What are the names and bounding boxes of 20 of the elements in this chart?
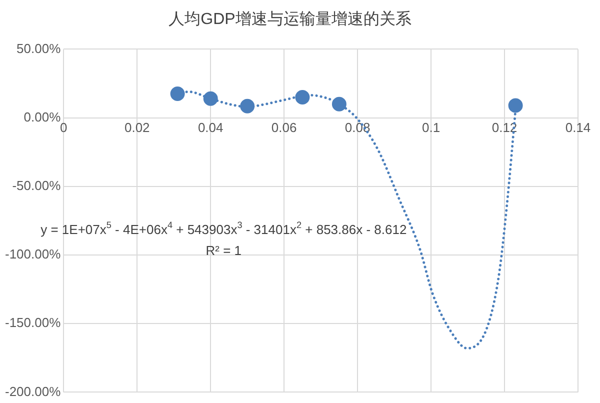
y-tick-label: 50.00% [16,40,62,56]
chart-title: 人均GDP增速与运输量增速的关系 [168,10,412,28]
x-tick-label: 0.02 [124,120,150,136]
x-tick-label: 0.06 [271,120,297,136]
x-tick-label: 0.04 [198,120,224,136]
y-tick-label: 0.00% [24,109,62,124]
x-tick-label: 0.14 [565,120,591,136]
point [240,98,255,114]
y-tick-label: -200.00% [4,384,62,399]
point [295,90,310,104]
point [332,96,346,112]
annotation: R² = 1 [206,242,242,258]
y-tick-label: -150.00% [4,315,62,330]
x-tick-label: 0.1 [422,120,440,136]
point [170,86,185,102]
y-tick-label: -50.00% [12,178,62,193]
y-tick-label: -100.00% [4,246,62,262]
point [203,91,218,106]
x-tick-label: 0 [60,120,68,136]
point [508,98,523,113]
